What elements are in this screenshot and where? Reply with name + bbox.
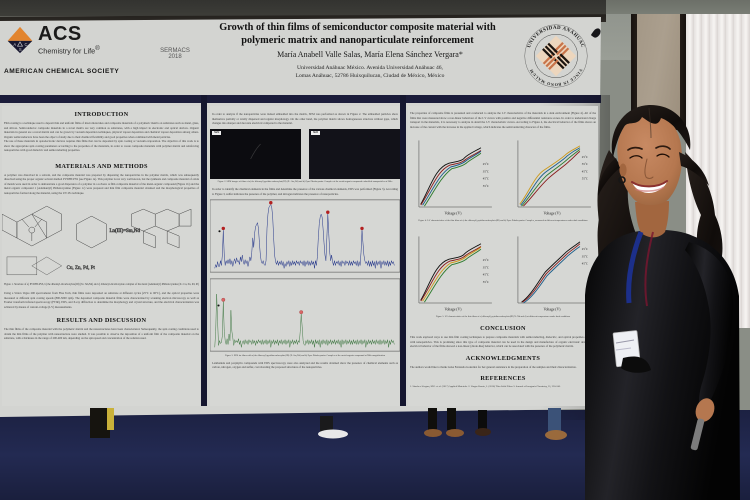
svg-text:Cu, Zn, Pd, Pt: Cu, Zn, Pd, Pt (67, 266, 96, 271)
svg-text:25ºC: 25ºC (483, 162, 489, 166)
svg-text:Voltage (V): Voltage (V) (444, 307, 462, 311)
svg-text:A: A (13, 42, 16, 47)
svg-text:C: C (25, 42, 28, 47)
svg-text:Voltage (V): Voltage (V) (543, 211, 561, 215)
svg-text:25ºC: 25ºC (483, 258, 489, 262)
svg-text:Voltage (V): Voltage (V) (444, 211, 462, 215)
svg-text:45ºC: 45ºC (483, 272, 489, 276)
svg-text:35ºC: 35ºC (483, 169, 489, 173)
svg-text:55ºC: 55ºC (483, 184, 489, 188)
svg-text:Ln(III)=Sm,Nd: Ln(III)=Sm,Nd (109, 229, 140, 234)
svg-text:45ºC: 45ºC (483, 177, 489, 181)
svg-text:Voltage (V): Voltage (V) (543, 307, 561, 311)
svg-text:35ºC: 35ºC (483, 265, 489, 269)
svg-text:55ºC: 55ºC (483, 279, 489, 283)
svg-text:S: S (19, 47, 22, 52)
